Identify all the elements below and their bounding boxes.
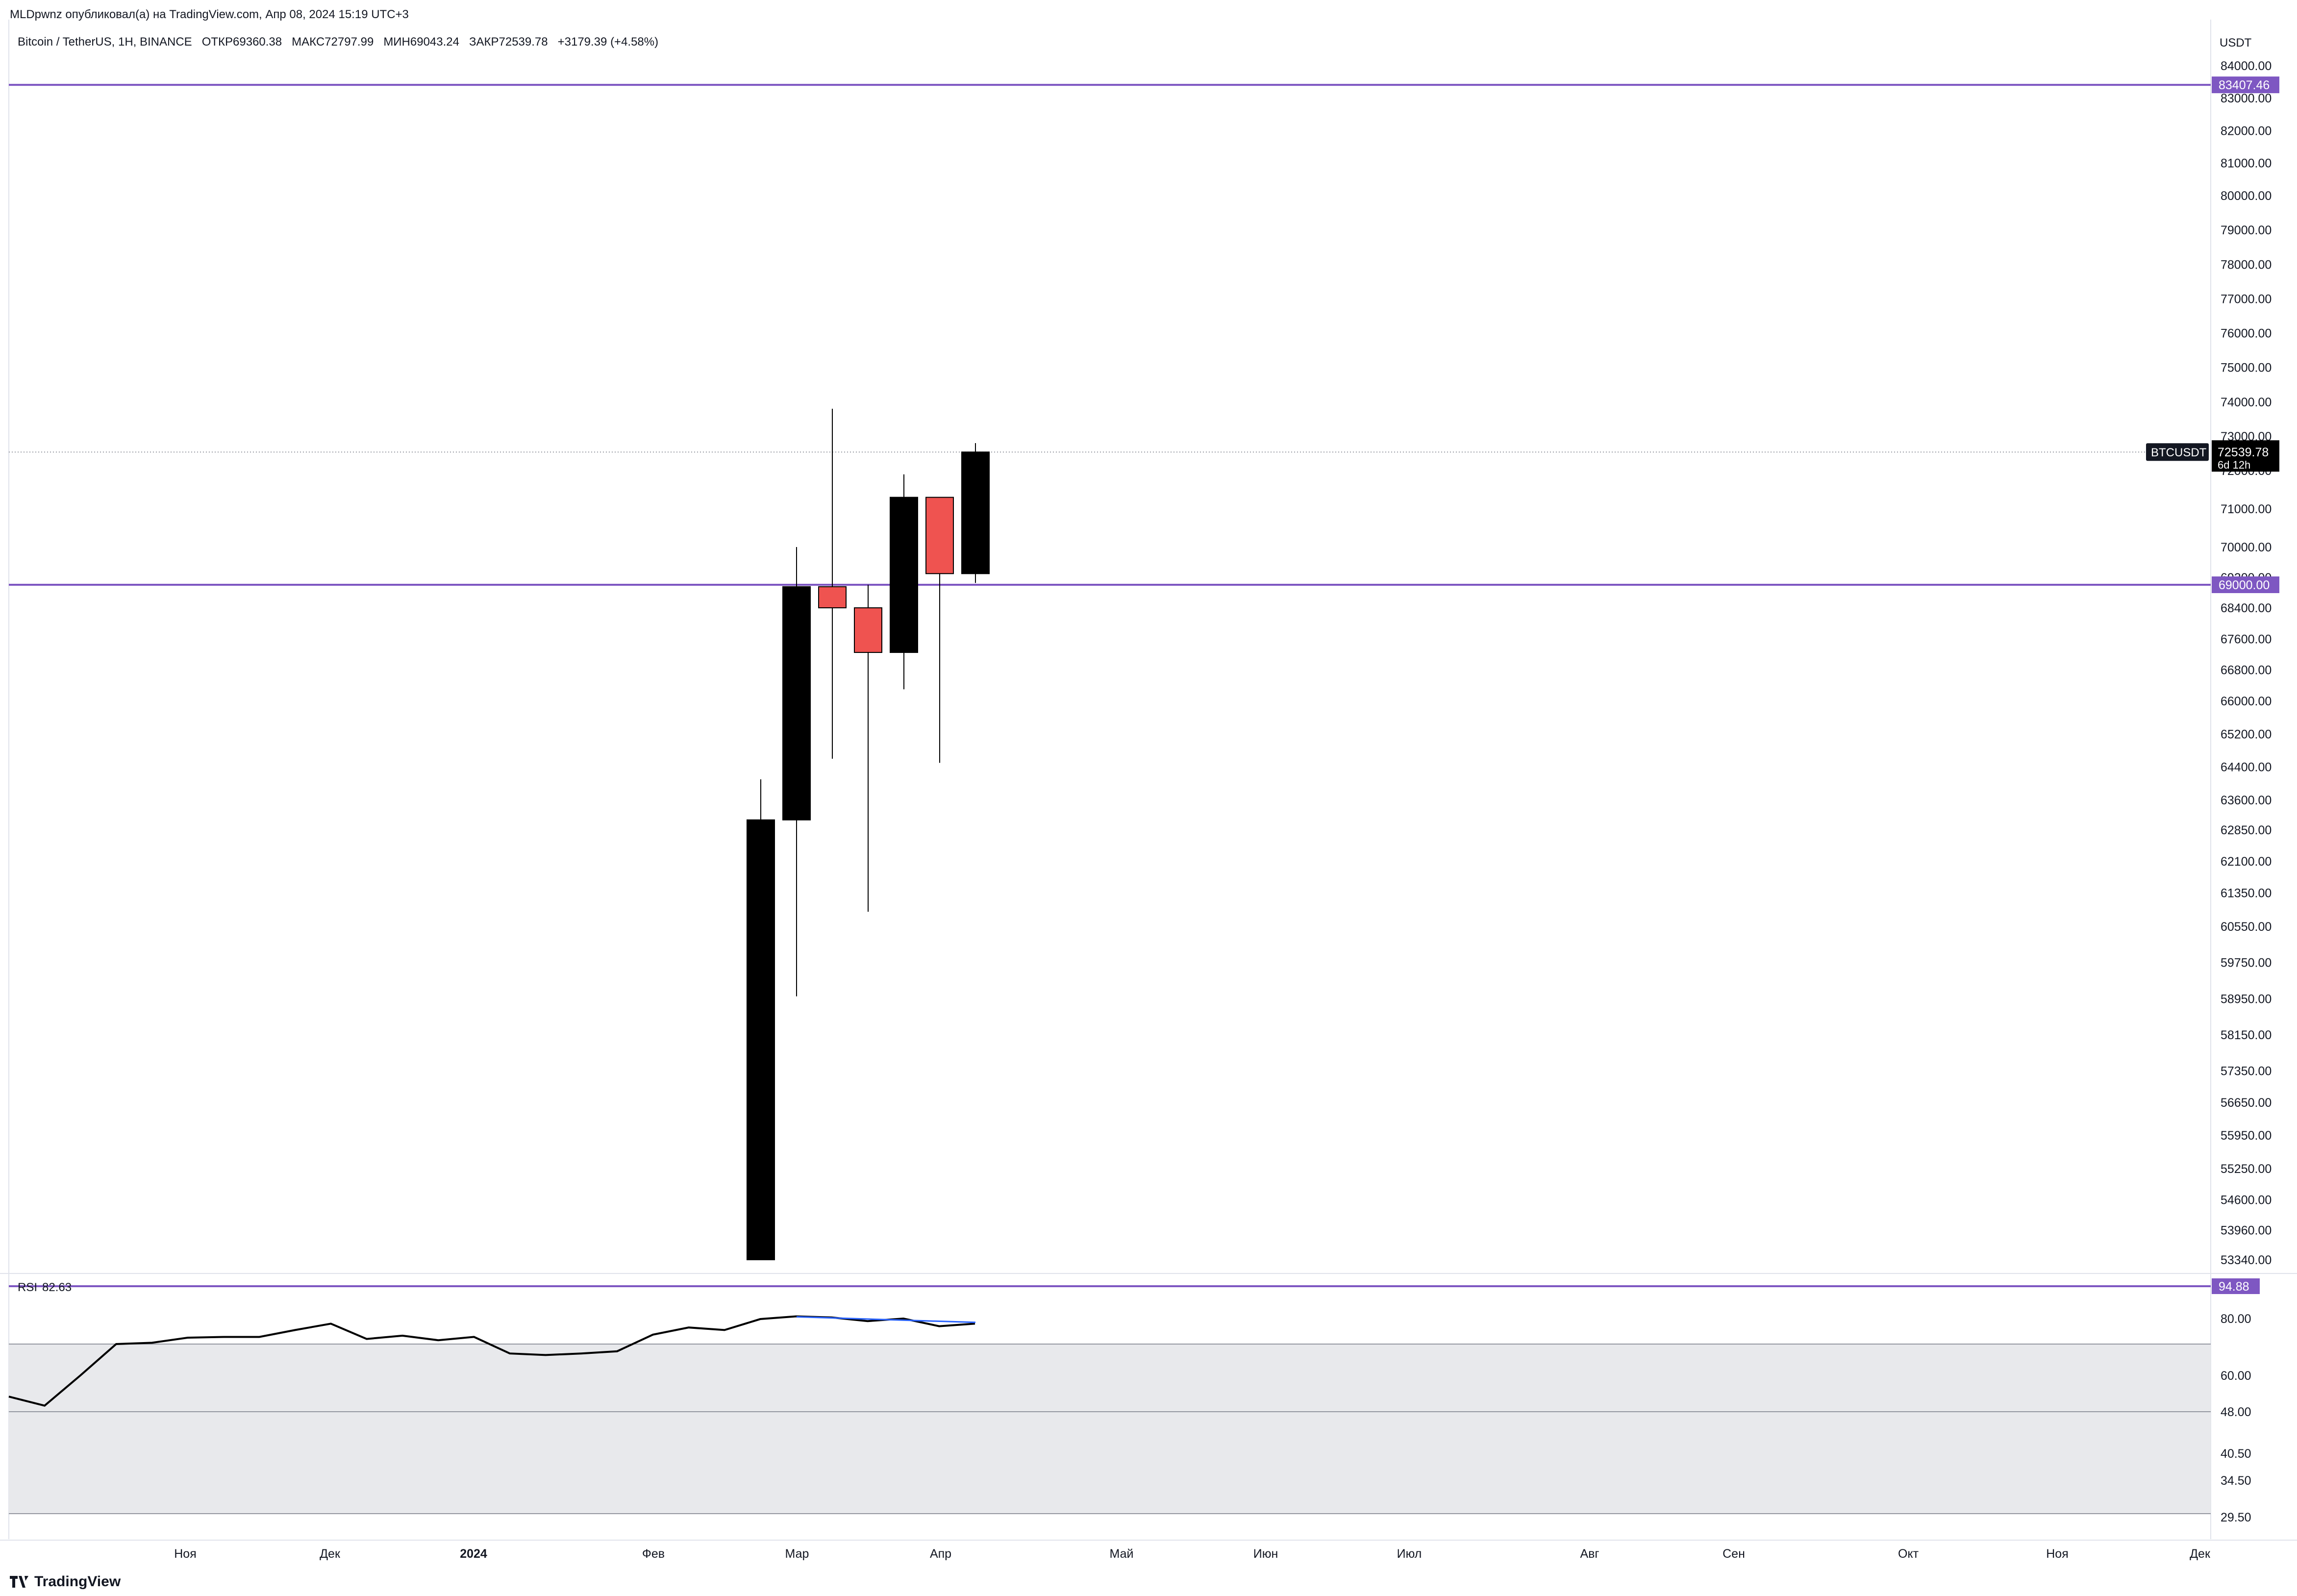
- time-tick-label: 2024: [460, 1547, 487, 1561]
- price-tick-label: 65200.00: [2221, 727, 2272, 741]
- price-tick-label: 54600.00: [2221, 1193, 2272, 1207]
- rsi-divergence-line: [796, 1316, 976, 1323]
- price-tick-label: 56650.00: [2221, 1096, 2272, 1110]
- time-tick-label: Мар: [785, 1547, 809, 1561]
- countdown-label: 6d 12h: [2218, 459, 2250, 471]
- price-tick-label: 66000.00: [2221, 695, 2272, 708]
- rsi-tick-label: 80.00: [2221, 1312, 2251, 1326]
- rsi-tick-label: 34.50: [2221, 1474, 2251, 1488]
- price-tick-label: 57350.00: [2221, 1065, 2272, 1078]
- price-tick-label: 81000.00: [2221, 157, 2272, 171]
- price-tick-label: 62100.00: [2221, 855, 2272, 869]
- candle-body: [925, 497, 954, 574]
- price-tick-label: 71000.00: [2221, 502, 2272, 516]
- change-value: +3179.39 (+4.58%): [557, 35, 659, 49]
- rsi-tick-label: 48.00: [2221, 1405, 2251, 1419]
- price-tick-label: 79000.00: [2221, 224, 2272, 237]
- price-tick-label: 53340.00: [2221, 1253, 2272, 1267]
- high-value: МАКС72797.99: [292, 35, 374, 49]
- price-tick-label: 76000.00: [2221, 327, 2272, 341]
- time-tick-label: Июн: [1253, 1547, 1278, 1561]
- open-value: ОТКР69360.38: [201, 35, 282, 49]
- price-tick-label: 61350.00: [2221, 886, 2272, 900]
- time-tick-label: Фев: [642, 1547, 665, 1561]
- price-tick-label: 67600.00: [2221, 632, 2272, 646]
- time-tick-label: Ноя: [174, 1547, 197, 1561]
- time-tick-label: Сен: [1723, 1547, 1745, 1561]
- time-tick-label: Авг: [1580, 1547, 1599, 1561]
- level-price-badge: [2212, 76, 2279, 94]
- tradingview-logo-icon: [10, 1576, 28, 1588]
- price-tick-label: 82000.00: [2221, 124, 2272, 138]
- level-price-label: 69000.00: [2219, 578, 2270, 592]
- tradingview-logo[interactable]: TradingView: [10, 1573, 121, 1590]
- rsi-tick-label: 60.00: [2221, 1369, 2251, 1383]
- time-tick-label: Июл: [1397, 1547, 1422, 1561]
- time-tick-label: Ноя: [2046, 1547, 2069, 1561]
- symbol-label[interactable]: Bitcoin / TetherUS, 1H, BINANCE: [18, 35, 192, 49]
- price-tick-label: 55250.00: [2221, 1162, 2272, 1176]
- rsi-level-badge: [2212, 1278, 2260, 1294]
- currency-label: USDT: [2220, 36, 2252, 50]
- level-price-label: 83407.46: [2219, 78, 2270, 92]
- price-tick-label: 75000.00: [2221, 361, 2272, 375]
- price-tick-label: 74000.00: [2221, 396, 2272, 409]
- brand-label: TradingView: [34, 1573, 121, 1590]
- last-price-badge: [2212, 440, 2279, 472]
- price-tick-label: 59750.00: [2221, 956, 2272, 970]
- price-tick-label: 78000.00: [2221, 258, 2272, 272]
- price-tick-label: 58950.00: [2221, 992, 2272, 1006]
- price-tick-label: 64400.00: [2221, 761, 2272, 774]
- price-tick-label: 55950.00: [2221, 1129, 2272, 1143]
- time-tick-label: Дек: [2190, 1547, 2211, 1561]
- rsi-band: [9, 1344, 2211, 1514]
- last-price-label: 72539.78: [2218, 446, 2269, 459]
- low-value: МИН69043.24: [383, 35, 459, 49]
- price-tick-label: 83000.00: [2221, 92, 2272, 105]
- rsi-tick-label: 40.50: [2221, 1447, 2251, 1461]
- price-tick-label: 68400.00: [2221, 601, 2272, 615]
- price-tick-label: 66800.00: [2221, 664, 2272, 677]
- chart-legend: Bitcoin / TetherUS, 1H, BINANCE ОТКР6936…: [18, 35, 658, 49]
- candle-body: [782, 586, 811, 821]
- candle-body: [818, 586, 847, 608]
- ticker-badge-label: BTCUSDT: [2151, 446, 2207, 459]
- rsi-value: 82.63: [42, 1281, 72, 1294]
- price-tick-label: 84000.00: [2221, 59, 2272, 73]
- level-price-badge: [2212, 576, 2279, 593]
- rsi-name: RSI: [18, 1281, 37, 1294]
- price-tick-label: 60550.00: [2221, 920, 2272, 934]
- candle-body: [961, 451, 990, 574]
- time-tick-label: Окт: [1898, 1547, 1919, 1561]
- candle-body: [747, 819, 775, 1260]
- close-value: ЗАКР72539.78: [469, 35, 548, 49]
- ticker-badge: [2146, 443, 2209, 461]
- price-tick-label: 58150.00: [2221, 1028, 2272, 1042]
- price-tick-label: 63600.00: [2221, 794, 2272, 807]
- candle-body: [854, 607, 882, 653]
- time-tick-label: Май: [1110, 1547, 1134, 1561]
- price-tick-label: 77000.00: [2221, 292, 2272, 306]
- price-tick-label: 80000.00: [2221, 189, 2272, 203]
- price-tick-label: 53960.00: [2221, 1224, 2272, 1238]
- time-tick-label: Дек: [320, 1547, 341, 1561]
- price-tick-label: 62850.00: [2221, 823, 2272, 837]
- candle-body: [890, 497, 918, 653]
- rsi-tick-label: 29.50: [2221, 1511, 2251, 1524]
- time-tick-label: Апр: [930, 1547, 951, 1561]
- price-tick-label: 70000.00: [2221, 541, 2272, 554]
- published-by: MLDpwnz опубликовал(а) на TradingView.co…: [10, 8, 409, 21]
- rsi-level-label: 94.88: [2219, 1280, 2249, 1294]
